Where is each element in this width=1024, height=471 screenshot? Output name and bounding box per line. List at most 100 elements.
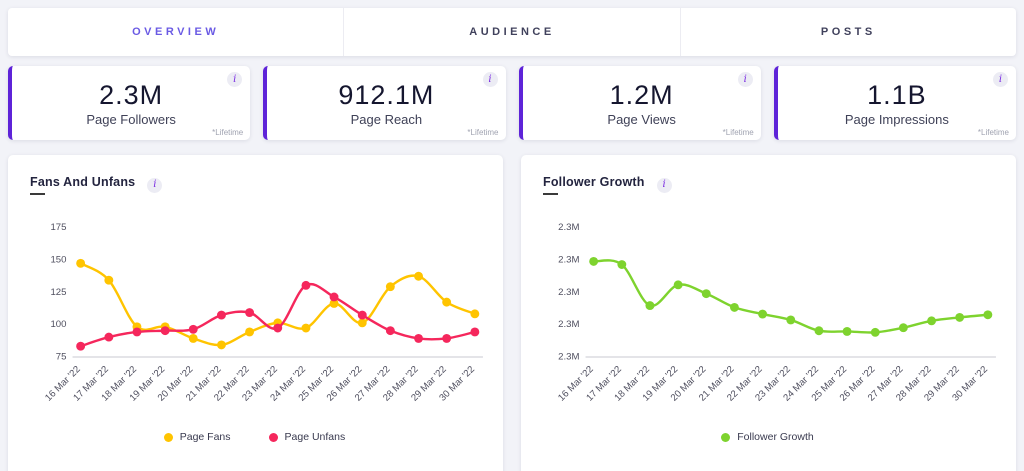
stat-footnote: *Lifetime — [467, 128, 499, 137]
y-axis-tick-label: 150 — [50, 255, 66, 266]
info-icon[interactable]: i — [227, 72, 243, 87]
data-point-page-fans[interactable] — [357, 318, 367, 328]
tab-bar: OVERVIEW AUDIENCE POSTS — [8, 8, 1016, 56]
stat-label: Page Reach — [350, 111, 423, 127]
data-point-page-unfans[interactable] — [385, 326, 395, 336]
data-point-follower-growth[interactable] — [645, 301, 655, 311]
tab-audience[interactable]: AUDIENCE — [343, 8, 679, 56]
data-point-follower-growth[interactable] — [758, 309, 767, 319]
data-point-follower-growth[interactable] — [701, 289, 711, 299]
info-icon-glyph: i — [662, 179, 666, 190]
stat-label: Page Impressions — [844, 111, 949, 127]
info-icon-glyph: i — [488, 73, 492, 85]
chart-card-fans-and-unfans: Fans And Unfans i 75 100 125 150 175 16 Mar '… — [8, 155, 503, 471]
legend-dot-icon — [721, 432, 731, 442]
chart-header: Fans And Unfans i — [22, 175, 487, 195]
data-point-page-fans[interactable] — [188, 333, 198, 343]
data-point-follower-growth[interactable] — [814, 326, 824, 336]
y-axis-tick-label: 175 — [50, 222, 66, 233]
tab-posts[interactable]: POSTS — [679, 8, 1016, 56]
legend-dot-icon — [268, 432, 278, 442]
stats-row: i 2.3M Page Followers *Lifetime i 912.1M… — [8, 66, 1016, 140]
data-point-follower-growth[interactable] — [786, 315, 796, 325]
data-point-follower-growth[interactable] — [842, 327, 852, 336]
data-point-follower-growth[interactable] — [617, 260, 627, 269]
tab-overview[interactable]: OVERVIEW — [8, 8, 343, 56]
data-point-page-unfans[interactable] — [301, 280, 311, 290]
data-point-follower-growth[interactable] — [927, 316, 937, 326]
stat-value: 2.3M — [99, 80, 164, 111]
y-axis-tick-label: 100 — [50, 319, 66, 330]
data-point-follower-growth[interactable] — [898, 323, 908, 333]
data-point-follower-growth[interactable] — [589, 256, 599, 266]
info-icon[interactable]: i — [993, 72, 1008, 87]
data-point-page-fans[interactable] — [245, 327, 254, 337]
data-point-page-unfans[interactable] — [132, 327, 142, 337]
stat-card-page-followers: i 2.3M Page Followers *Lifetime — [8, 66, 251, 140]
stat-footnote: *Lifetime — [977, 128, 1009, 137]
chart-card-follower-growth: Follower Growth i 2.3M 2.3M 2.3M 2.3M 2.3M 16… — [521, 155, 1016, 471]
chart-title: Follower Growth — [543, 175, 645, 189]
legend-label: Page Fans — [179, 431, 231, 444]
info-icon[interactable]: i — [656, 177, 672, 193]
data-point-page-fans[interactable] — [216, 340, 226, 350]
data-point-page-unfans[interactable] — [160, 326, 170, 336]
y-axis-tick-label: 75 — [56, 352, 67, 363]
data-point-page-fans[interactable] — [442, 297, 452, 307]
data-point-page-unfans[interactable] — [216, 310, 226, 320]
info-icon-glyph: i — [233, 73, 237, 85]
legend-item-page-fans[interactable]: Page Fans — [163, 431, 231, 444]
data-point-page-unfans[interactable] — [273, 323, 283, 333]
data-point-page-unfans[interactable] — [188, 324, 198, 334]
data-point-page-fans[interactable] — [329, 299, 339, 308]
data-point-follower-growth[interactable] — [983, 310, 993, 320]
data-point-page-unfans[interactable] — [76, 341, 86, 351]
chart-legend: Page Fans Page Unfans — [22, 431, 487, 443]
stat-footnote: *Lifetime — [722, 128, 754, 137]
chart-header: Follower Growth i — [535, 175, 1000, 195]
legend-item-page-unfans[interactable]: Page Unfans — [268, 431, 345, 443]
stat-value: 912.1M — [338, 80, 435, 111]
chart-title: Fans And Unfans — [30, 175, 136, 189]
line-chart-follower-growth: 2.3M 2.3M 2.3M 2.3M 2.3M 16 Mar '22 17 Mar '22… — [535, 215, 1000, 429]
data-point-follower-growth[interactable] — [729, 302, 739, 312]
data-point-page-unfans[interactable] — [104, 332, 114, 342]
data-point-page-fans[interactable] — [385, 282, 395, 292]
info-icon[interactable]: i — [482, 72, 498, 87]
data-point-page-fans[interactable] — [470, 309, 480, 319]
line-chart-fans-and-unfans: 75 100 125 150 175 16 Mar '22 17 Mar '22 18 Mar… — [22, 215, 487, 429]
legend-item-follower-growth[interactable]: Follower Growth — [721, 431, 814, 444]
data-point-follower-growth[interactable] — [673, 280, 683, 290]
data-point-page-unfans[interactable] — [245, 308, 254, 317]
y-axis-tick-label: 2.3M — [558, 319, 579, 330]
y-axis-tick-label: 2.3M — [558, 255, 579, 266]
data-point-page-unfans[interactable] — [329, 292, 339, 302]
data-point-follower-growth[interactable] — [870, 327, 880, 337]
title-underline — [30, 193, 45, 195]
legend-dot-icon — [163, 432, 173, 442]
legend-label: Follower Growth — [737, 431, 814, 444]
data-point-page-fans[interactable] — [104, 275, 114, 285]
info-icon[interactable]: i — [147, 177, 163, 193]
data-point-page-unfans[interactable] — [414, 333, 424, 343]
stat-value: 1.2M — [609, 80, 674, 111]
chart-legend: Follower Growth — [535, 431, 1000, 443]
title-underline — [543, 193, 558, 195]
y-axis-tick-label: 2.3M — [558, 352, 579, 363]
stat-card-page-views: i 1.2M Page Views *Lifetime — [518, 66, 761, 140]
data-point-page-fans[interactable] — [76, 258, 86, 268]
y-axis-tick-label: 2.3M — [558, 222, 579, 233]
data-point-page-unfans[interactable] — [470, 327, 480, 337]
info-icon-glyph: i — [743, 73, 747, 85]
data-point-page-unfans[interactable] — [357, 310, 367, 320]
y-axis-tick-label: 125 — [50, 287, 66, 298]
data-point-follower-growth[interactable] — [955, 312, 965, 322]
info-icon[interactable]: i — [737, 72, 753, 87]
stat-label: Page Views — [607, 111, 676, 127]
data-point-page-fans[interactable] — [301, 323, 311, 333]
info-icon-glyph: i — [153, 179, 157, 190]
data-point-page-unfans[interactable] — [442, 333, 452, 343]
data-point-page-fans[interactable] — [414, 271, 424, 281]
